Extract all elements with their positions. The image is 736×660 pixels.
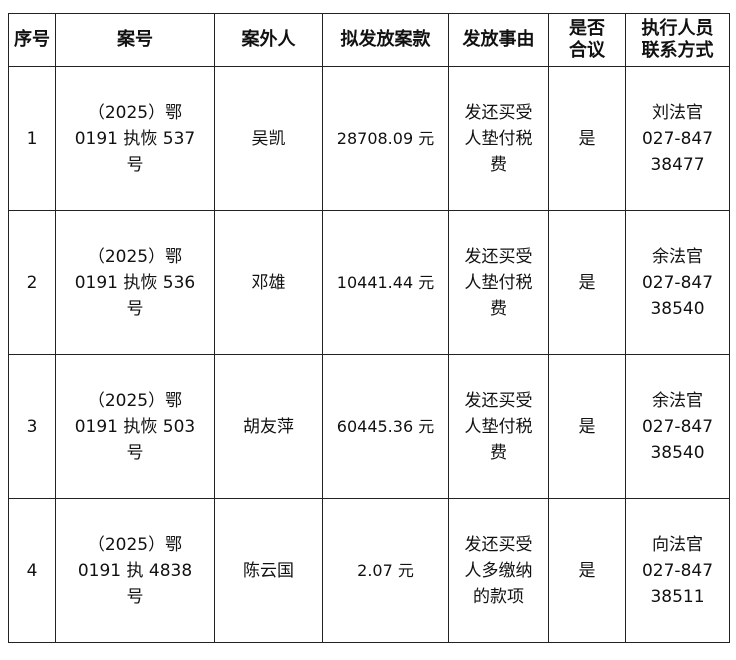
header-collegial: 是否合议 xyxy=(548,13,626,67)
table-row: 1 （2025）鄂 0191 执恢 537 号吴凯 28708.09 元发还买受人垫… xyxy=(8,66,730,211)
officer-name: 刘法官 xyxy=(652,102,703,123)
case-no-text: （2025）鄂 0191 执恢 536 号 xyxy=(74,246,196,319)
cell-party: 吴凯 xyxy=(214,66,323,211)
cell-amount: 2.07 元 xyxy=(322,498,449,643)
cell-contact: 余法官 027-84738540 xyxy=(625,354,730,499)
cell-no: 2 xyxy=(8,210,56,355)
header-no-label: 序号 xyxy=(14,29,50,50)
header-amount: 拟发放案款 xyxy=(322,13,449,67)
officer-phone: 027-84738540 xyxy=(641,272,714,319)
cell-amount: 10441.44 元 xyxy=(322,210,449,355)
header-contact-label: 执行人员联系方式 xyxy=(641,18,714,61)
cell-contact: 刘法官 027-84738477 xyxy=(625,66,730,211)
case-no-text: （2025）鄂 0191 执 4838 号 xyxy=(77,534,193,607)
cell-party: 邓雄 xyxy=(214,210,323,355)
cell-collegial: 是 xyxy=(548,498,626,643)
cell-reason: 发还买受人垫付税费 xyxy=(448,66,549,211)
officer-name: 向法官 xyxy=(652,534,703,555)
officer-name: 余法官 xyxy=(652,390,703,411)
officer-phone: 027-84738540 xyxy=(641,416,714,463)
cell-case-no: （2025）鄂 0191 执恢 503 号 xyxy=(55,354,215,499)
cell-contact: 向法官 027-84738511 xyxy=(625,498,730,643)
header-contact: 执行人员联系方式 xyxy=(625,13,730,67)
cell-no: 4 xyxy=(8,498,56,643)
reason-text: 发还买受人垫付税费 xyxy=(464,390,533,463)
table-row: 3 （2025）鄂 0191 执恢 503 号胡友萍 60445.36 元发还买受人… xyxy=(8,354,730,499)
cell-collegial: 是 xyxy=(548,66,626,211)
cell-reason: 发还买受人垫付税费 xyxy=(448,354,549,499)
cell-contact: 余法官 027-84738540 xyxy=(625,210,730,355)
officer-phone: 027-84738511 xyxy=(641,560,714,607)
cell-amount: 60445.36 元 xyxy=(322,354,449,499)
header-party: 案外人 xyxy=(214,13,323,67)
reason-text: 发还买受人垫付税费 xyxy=(464,246,533,319)
reason-text: 发还买受人多缴纳的款项 xyxy=(464,534,533,607)
reason-text: 发还买受人垫付税费 xyxy=(464,102,533,175)
table-row: 2 （2025）鄂 0191 执恢 536 号邓雄 10441.44 元发还买受人垫… xyxy=(8,210,730,355)
cell-party: 胡友萍 xyxy=(214,354,323,499)
header-collegial-label: 是否合议 xyxy=(568,18,605,61)
officer-name: 余法官 xyxy=(652,246,703,267)
cell-collegial: 是 xyxy=(548,354,626,499)
cell-collegial: 是 xyxy=(548,210,626,355)
cell-reason: 发还买受人多缴纳的款项 xyxy=(448,498,549,643)
case-no-text: （2025）鄂 0191 执恢 537 号 xyxy=(74,102,196,175)
cell-case-no: （2025）鄂 0191 执恢 536 号 xyxy=(55,210,215,355)
officer-phone: 027-84738477 xyxy=(641,128,714,175)
header-no: 序号 xyxy=(8,13,56,67)
cell-reason: 发还买受人垫付税费 xyxy=(448,210,549,355)
cell-no: 1 xyxy=(8,66,56,211)
cell-case-no: （2025）鄂 0191 执 4838 号 xyxy=(55,498,215,643)
table-row: 4 （2025）鄂 0191 执 4838 号陈云国 2.07 元发还买受人多缴纳的… xyxy=(8,498,730,643)
payout-table: 序号 案号 案外人 拟发放案款 发放事由 是否合议 执行人员联系方式 1 （202… xyxy=(8,13,730,643)
header-row: 序号 案号 案外人 拟发放案款 发放事由 是否合议 执行人员联系方式 xyxy=(8,13,730,67)
cell-no: 3 xyxy=(8,354,56,499)
header-reason: 发放事由 xyxy=(448,13,549,67)
cell-party: 陈云国 xyxy=(214,498,323,643)
case-no-text: （2025）鄂 0191 执恢 503 号 xyxy=(74,390,196,463)
cell-case-no: （2025）鄂 0191 执恢 537 号 xyxy=(55,66,215,211)
header-case-no: 案号 xyxy=(55,13,215,67)
cell-amount: 28708.09 元 xyxy=(322,66,449,211)
